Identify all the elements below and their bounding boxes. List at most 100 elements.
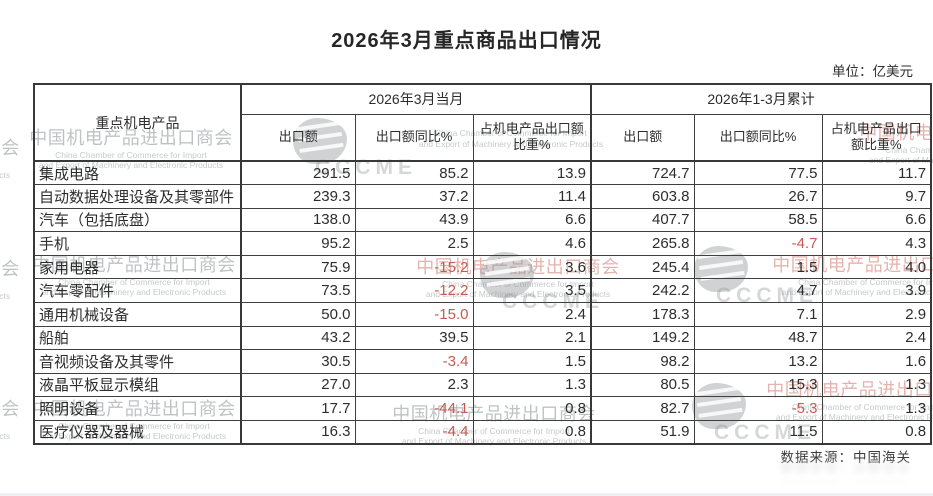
- value-cell: 4.3: [821, 231, 932, 256]
- value-cell: 82.7: [590, 396, 695, 421]
- table-row: 音视频设备及其零件 30.5 -3.4 1.5 98.2 13.2 1.6: [33, 349, 932, 374]
- export-table: 重点机电产品 2026年3月当月 2026年1-3月累计 出口额 出口额同比% …: [33, 83, 933, 445]
- value-cell: -4.4: [354, 419, 474, 445]
- value-cell: 242.2: [590, 278, 695, 303]
- value-cell: 0.8: [472, 419, 592, 445]
- value-cell: 2.4: [821, 325, 932, 351]
- value-cell: 1.3: [472, 372, 592, 398]
- value-cell: 85.2: [354, 160, 474, 186]
- value-cell: 6.6: [472, 207, 592, 233]
- value-cell: 6.6: [821, 207, 932, 233]
- value-cell: 291.5: [240, 160, 356, 186]
- table-row: 汽车零配件 73.5 -12.2 3.5 242.2 4.7 3.9: [33, 278, 932, 303]
- value-cell: 3.6: [472, 254, 592, 280]
- watermark-english-text: China Chamber of Commerce for Import: [0, 160, 24, 171]
- value-cell: 1.3: [821, 372, 932, 398]
- value-cell: 48.7: [693, 325, 823, 351]
- value-cell: 4.6: [472, 231, 592, 256]
- value-cell: 75.9: [240, 254, 356, 280]
- value-cell: 73.5: [240, 278, 356, 303]
- table-row: 照明设备 17.7 -44.1 0.8 82.7 -5.3 1.3: [33, 396, 932, 421]
- value-cell: 58.5: [693, 207, 823, 233]
- value-cell: 98.2: [590, 349, 695, 374]
- column-header-cum-export-yoy: 出口额同比%: [693, 113, 823, 162]
- product-cell: 自动数据处理设备及其零部件: [33, 184, 242, 209]
- value-cell: 26.7: [693, 184, 823, 209]
- value-cell: 1.5: [472, 349, 592, 374]
- value-cell: 1.5: [693, 254, 823, 280]
- column-header-export-yoy: 出口额同比%: [354, 113, 474, 162]
- table-row: 医疗仪器及器械 16.3 -4.4 0.8 51.9 11.5 0.8: [33, 419, 932, 445]
- value-cell: 1.6: [821, 349, 932, 374]
- column-header-export-share: 占机电产品出口额比重%: [472, 113, 592, 162]
- product-cell: 液晶平板显示模组: [33, 372, 242, 398]
- watermark-chinese-text: 中国机电产品进出口商会: [0, 259, 20, 279]
- product-cell: 手机: [33, 231, 242, 256]
- group-header-cumulative: 2026年1-3月累计: [590, 83, 932, 115]
- bottom-edge-strip: [0, 493, 933, 496]
- value-cell: 95.2: [240, 231, 356, 256]
- watermark-english-text: China Chamber of Commerce for Import: [0, 281, 24, 292]
- product-cell: 家用电器: [33, 254, 242, 280]
- value-cell: -15.2: [354, 254, 474, 280]
- watermark-english-text: China Chamber of Commerce for Import: [0, 421, 24, 432]
- value-cell: -44.1: [354, 396, 474, 421]
- value-cell: 13.2: [693, 349, 823, 374]
- value-cell: 51.9: [590, 419, 695, 445]
- value-cell: 239.3: [240, 184, 356, 209]
- sub-header-row: 出口额 出口额同比% 占机电产品出口额比重% 出口额 出口额同比% 占机电产品出…: [34, 113, 932, 162]
- value-cell: 11.5: [693, 419, 823, 445]
- product-cell: 船舶: [33, 325, 242, 351]
- unit-label: 单位：亿美元: [832, 64, 913, 79]
- watermark-english-text: and Export of Machinery and Electronic P…: [0, 431, 11, 442]
- watermark-english-text: and Export of Machinery and Electronic P…: [0, 291, 11, 302]
- value-cell: 149.2: [590, 325, 695, 351]
- table-row: 家用电器 75.9 -15.2 3.6 245.4 1.5 4.0: [33, 254, 932, 280]
- value-cell: 15.3: [693, 372, 823, 398]
- value-cell: 1.3: [821, 396, 932, 421]
- table-row: 船舶 43.2 39.5 2.1 149.2 48.7 2.4: [33, 325, 932, 351]
- product-cell: 音视频设备及其零件: [33, 349, 242, 374]
- value-cell: 2.9: [821, 301, 932, 327]
- value-cell: 37.2: [354, 184, 474, 209]
- value-cell: 603.8: [590, 184, 695, 209]
- column-header-cum-export-share: 占机电产品出口额比重%: [821, 113, 932, 162]
- value-cell: 3.9: [821, 278, 932, 303]
- watermark-tile: 中国机电产品进出口商会 China Chamber of Commerce for…: [0, 258, 24, 302]
- table-body: 集成电路 291.5 85.2 13.9 724.7 77.5 11.7 自动数据处理设备及其…: [33, 160, 932, 445]
- value-cell: 11.7: [821, 160, 932, 186]
- value-cell: 27.0: [240, 372, 356, 398]
- group-header-current-month: 2026年3月当月: [239, 83, 592, 115]
- value-cell: 17.7: [240, 396, 356, 421]
- value-cell: -15.0: [354, 301, 474, 327]
- data-source-area: 数据来源：中国海关 数据来源：中国海关: [685, 446, 915, 490]
- column-header-export-value: 出口额: [240, 113, 356, 162]
- value-cell: 724.7: [590, 160, 695, 186]
- value-cell: 16.3: [240, 419, 356, 445]
- table-row: 集成电路 291.5 85.2 13.9 724.7 77.5 11.7: [33, 160, 932, 186]
- value-cell: 80.5: [590, 372, 695, 398]
- table-row: 液晶平板显示模组 27.0 2.3 1.3 80.5 15.3 1.3: [33, 372, 932, 398]
- product-cell: 医疗仪器及器械: [33, 419, 242, 445]
- value-cell: 43.2: [240, 325, 356, 351]
- column-header-cum-export-value: 出口额: [590, 113, 695, 162]
- value-cell: -4.7: [693, 231, 823, 256]
- value-cell: 2.5: [354, 231, 474, 256]
- value-cell: 138.0: [240, 207, 356, 233]
- product-column-header: 重点机电产品: [33, 83, 242, 162]
- value-cell: 407.7: [590, 207, 695, 233]
- value-cell: 3.5: [472, 278, 592, 303]
- value-cell: 77.5: [693, 160, 823, 186]
- value-cell: 11.4: [472, 184, 592, 209]
- product-cell: 集成电路: [33, 160, 242, 186]
- page-title: 2026年3月重点商品出口情况: [331, 30, 602, 52]
- watermark-chinese-text: 中国机电产品进出口商会: [0, 399, 20, 419]
- group-header-row: 重点机电产品 2026年3月当月 2026年1-3月累计: [33, 83, 932, 162]
- watermark-english-text: and Export of Machinery and Electronic P…: [0, 170, 11, 181]
- watermark-tile: 中国机电产品进出口商会 China Chamber of Commerce for…: [0, 137, 24, 181]
- value-cell: 9.7: [821, 184, 932, 209]
- product-cell: 汽车（包括底盘）: [33, 207, 242, 233]
- value-cell: 50.0: [240, 301, 356, 327]
- value-cell: 265.8: [590, 231, 695, 256]
